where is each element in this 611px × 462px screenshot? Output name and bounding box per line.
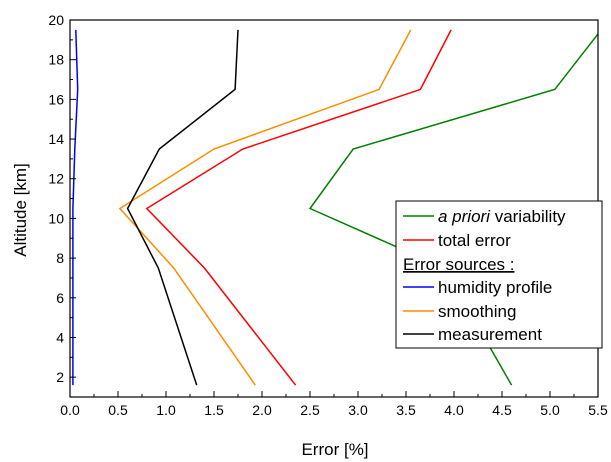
x-tick-label: 3.0 (348, 402, 368, 418)
x-axis-title: Error [%] (301, 440, 368, 459)
y-tick-label: 20 (48, 12, 64, 28)
y-tick-label: 12 (48, 171, 64, 187)
y-tick-label: 14 (48, 131, 64, 147)
x-tick-label: 3.5 (396, 402, 416, 418)
x-tick-label: 5.5 (588, 402, 608, 418)
y-tick-label: 8 (56, 250, 64, 266)
x-tick-label: 4.0 (444, 402, 464, 418)
x-tick-label: 1.5 (204, 402, 224, 418)
y-tick-label: 10 (48, 210, 64, 226)
series-line-smoothing (118, 29, 412, 386)
x-axis-ticks: 0.0 0.5 1.0 1.5 2.0 2.5 3.0 3.5 4.0 4.5 5.0 5.5 (60, 391, 608, 418)
y-axis-title: Altitude [km] (11, 163, 30, 257)
y-tick-label: 16 (48, 91, 64, 107)
series-line-measurement (126, 29, 239, 386)
y-tick-label: 4 (56, 329, 64, 345)
y-axis-ticks: 2 4 6 8 10 12 14 16 18 20 (48, 12, 76, 398)
x-tick-label: 4.5 (492, 402, 512, 418)
y-tick-label: 6 (56, 290, 64, 306)
x-tick-label: 0.5 (108, 402, 128, 418)
x-tick-label: 5.0 (540, 402, 560, 418)
x-tick-label: 1.0 (156, 402, 176, 418)
x-tick-label: 2.0 (252, 402, 272, 418)
legend-label-smoothing: smoothing (438, 302, 516, 321)
legend-box (395, 200, 603, 349)
legend-label-a-priori-italic: a priori (438, 207, 491, 226)
y-tick-label: 18 (48, 52, 64, 68)
x-tick-label: 0.0 (60, 402, 80, 418)
legend-label-a-priori: a priori variability (438, 207, 566, 226)
legend-heading-error-sources: Error sources : (403, 255, 514, 274)
legend-label-measurement: measurement (438, 325, 542, 344)
legend: a priori variability total error Error s… (395, 200, 603, 349)
y-tick-label: 2 (56, 369, 64, 385)
legend-label-humidity-profile: humidity profile (438, 278, 552, 297)
x-tick-label: 2.5 (300, 402, 320, 418)
legend-label-total-error: total error (438, 231, 511, 250)
series-line-total-error (145, 29, 452, 386)
legend-label-a-priori-rest: variability (490, 207, 566, 226)
